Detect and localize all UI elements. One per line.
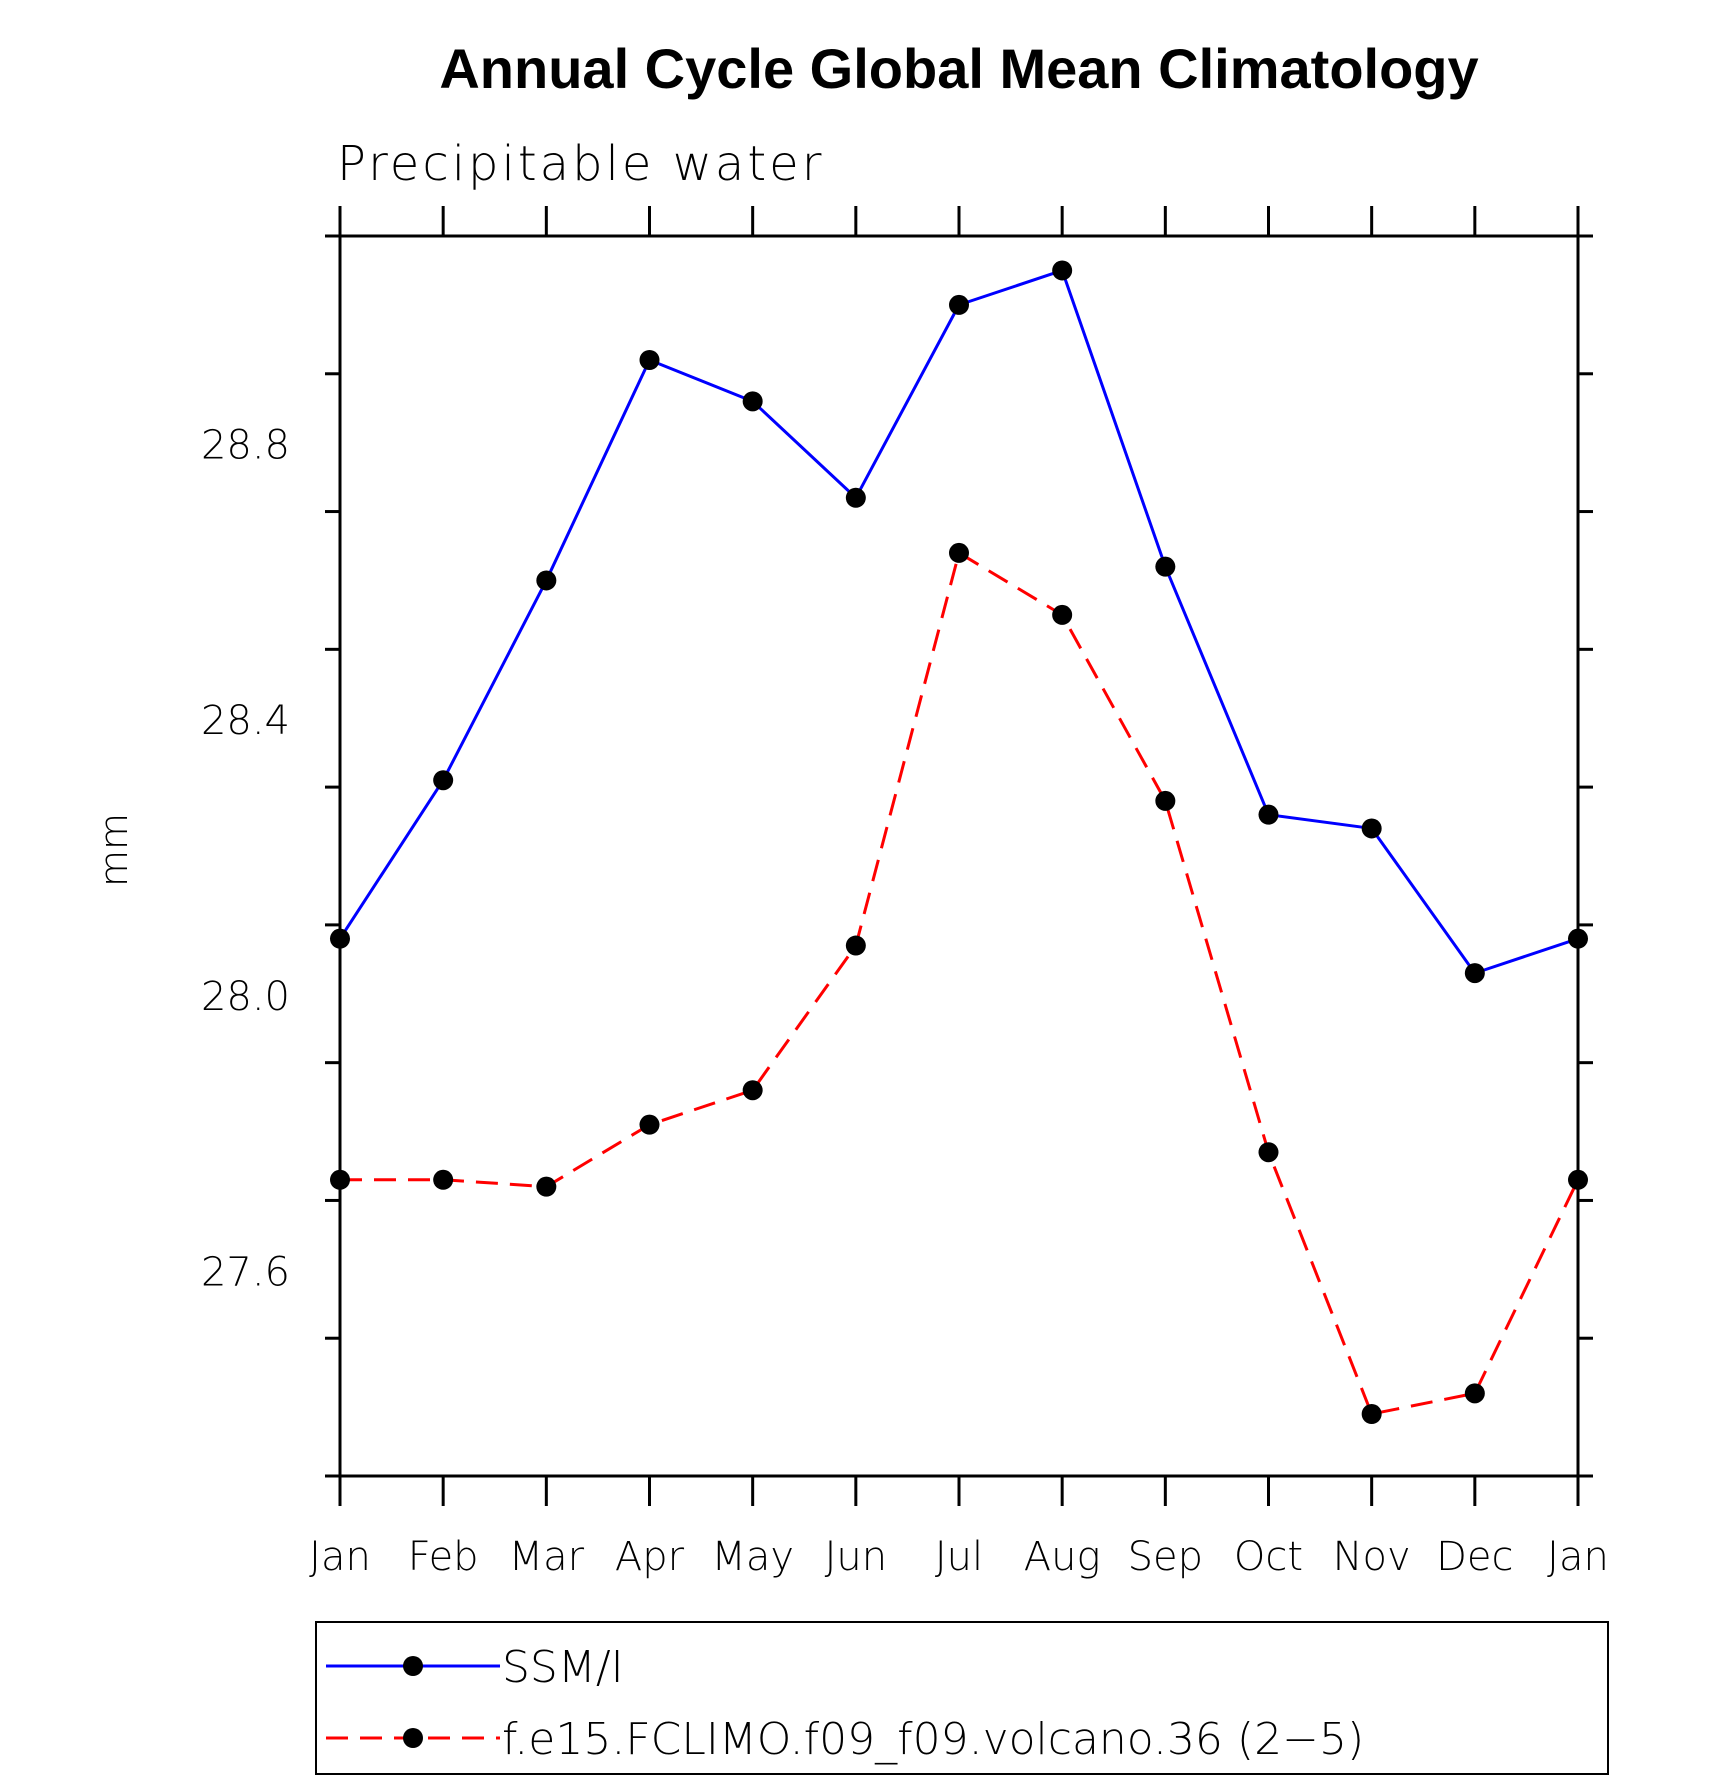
data-point bbox=[949, 542, 969, 563]
data-point bbox=[536, 1176, 557, 1197]
series-layer bbox=[330, 260, 1588, 1424]
x-tick-label: Aug bbox=[1024, 1534, 1101, 1580]
data-point bbox=[433, 1169, 454, 1190]
legend-marker bbox=[403, 1728, 423, 1748]
data-point bbox=[330, 1169, 350, 1190]
legend-entry-label: SSM/I bbox=[502, 1642, 624, 1693]
data-point bbox=[1361, 818, 1382, 839]
legend-box bbox=[315, 1621, 1609, 1775]
data-point bbox=[742, 391, 763, 412]
data-point bbox=[536, 570, 557, 591]
data-point bbox=[845, 487, 866, 508]
x-tick-label: Jul bbox=[935, 1534, 983, 1580]
y-tick-label: 28.8 bbox=[201, 423, 290, 469]
data-point bbox=[1258, 804, 1279, 825]
data-point bbox=[845, 935, 866, 956]
series-1 bbox=[330, 260, 1588, 984]
x-tick-label: Mar bbox=[509, 1534, 585, 1580]
legend-marker bbox=[403, 1656, 423, 1676]
data-point bbox=[1464, 1383, 1485, 1404]
x-tick-label: Nov bbox=[1333, 1534, 1411, 1580]
x-axis-ticks: Jan Feb Mar Apr May Jun Jul Aug Sep Oct Nov Dec Jan bbox=[309, 206, 1609, 1580]
x-tick-label: Sep bbox=[1128, 1534, 1203, 1580]
x-tick-label: Jan bbox=[1547, 1534, 1609, 1580]
data-point bbox=[1568, 928, 1588, 949]
x-tick-label: Jun bbox=[825, 1534, 888, 1580]
x-tick-label: Feb bbox=[408, 1534, 479, 1580]
series-line bbox=[340, 551, 1580, 1416]
data-point bbox=[1052, 604, 1073, 625]
y-tick-label: 28.0 bbox=[201, 974, 290, 1020]
data-point bbox=[330, 928, 350, 949]
chart-subtitle: Precipitable water bbox=[337, 136, 824, 192]
data-point bbox=[1155, 556, 1176, 577]
legend-entry-label: f.e15.FCLIMO.f09_f09.volcano.36 (2−5) bbox=[502, 1714, 1364, 1765]
data-point bbox=[433, 770, 454, 791]
x-tick-label: Oct bbox=[1234, 1534, 1303, 1580]
x-tick-label: Jan bbox=[309, 1534, 371, 1580]
data-point bbox=[1361, 1404, 1382, 1424]
y-axis-ticks: 27.6 28.0 28.4 28.8 bbox=[201, 234, 1593, 1478]
y-axis-label: mm bbox=[92, 813, 136, 887]
legend: SSM/I f.e15.FCLIMO.f09_f09.volcano.36 (2−… bbox=[315, 1621, 1609, 1775]
series-2 bbox=[330, 542, 1588, 1424]
data-point bbox=[742, 1080, 763, 1101]
y-tick-label: 27.6 bbox=[201, 1249, 290, 1295]
data-point bbox=[1464, 963, 1485, 984]
data-point bbox=[1258, 1142, 1279, 1163]
series-line bbox=[338, 268, 1579, 975]
data-point bbox=[1155, 790, 1176, 811]
data-point bbox=[949, 294, 969, 315]
data-point bbox=[639, 1114, 660, 1135]
data-point bbox=[1052, 260, 1073, 281]
y-tick-label: 28.4 bbox=[201, 698, 290, 744]
x-tick-label: Dec bbox=[1436, 1534, 1513, 1580]
x-tick-label: May bbox=[711, 1534, 794, 1580]
x-tick-label: Apr bbox=[615, 1534, 685, 1580]
data-point bbox=[639, 350, 660, 370]
chart-title: Annual Cycle Global Mean Climatology bbox=[439, 37, 1478, 100]
data-point bbox=[1568, 1169, 1588, 1190]
